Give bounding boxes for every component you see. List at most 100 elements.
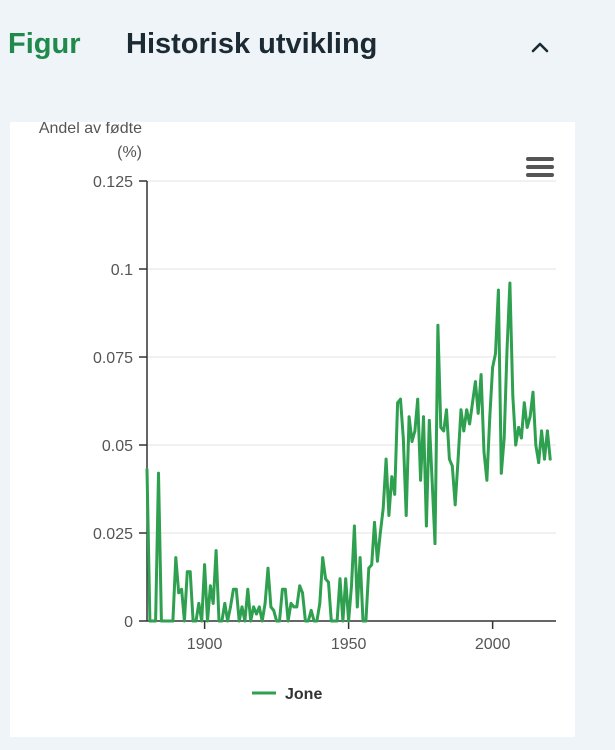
data-point xyxy=(292,605,296,609)
data-point xyxy=(350,584,353,588)
data-point xyxy=(209,584,212,588)
series-points xyxy=(145,281,552,623)
data-point xyxy=(450,464,454,468)
data-point xyxy=(263,602,267,605)
data-point xyxy=(329,619,333,623)
data-point xyxy=(439,426,443,429)
data-point xyxy=(401,436,405,440)
data-point xyxy=(376,559,379,563)
data-point xyxy=(177,591,181,595)
series-line-jone xyxy=(145,281,552,623)
data-point xyxy=(289,602,293,605)
data-point xyxy=(520,436,523,440)
data-point xyxy=(468,422,471,426)
data-point xyxy=(384,457,388,461)
x-tick-label: 1950 xyxy=(331,636,367,653)
data-point xyxy=(160,619,163,623)
chart-axes xyxy=(139,180,556,629)
data-point xyxy=(393,492,397,496)
data-point xyxy=(246,587,250,591)
data-point xyxy=(425,524,428,528)
data-point xyxy=(318,602,322,605)
data-point xyxy=(410,440,414,443)
data-point xyxy=(183,619,186,623)
data-point xyxy=(257,605,261,609)
data-point xyxy=(306,619,310,623)
data-point xyxy=(479,373,483,376)
data-point xyxy=(491,366,494,369)
data-point xyxy=(162,619,166,623)
data-point xyxy=(494,352,497,355)
data-point xyxy=(260,619,264,623)
data-point xyxy=(243,619,247,623)
data-point xyxy=(341,619,345,623)
data-point xyxy=(404,514,408,517)
data-point xyxy=(206,619,209,623)
data-point xyxy=(390,475,394,479)
data-point xyxy=(355,605,359,609)
data-point xyxy=(453,503,457,507)
data-point xyxy=(537,461,541,464)
data-point xyxy=(399,397,402,401)
data-point xyxy=(217,619,221,623)
y-tick-labels: 0 0.025 0.05 0.075 0.1 0.125 xyxy=(93,174,133,631)
y-axis-title-line-2: (%) xyxy=(117,144,142,161)
y-tick-label: 0.025 xyxy=(93,526,133,543)
data-point xyxy=(226,619,230,623)
data-point xyxy=(165,619,169,623)
data-point xyxy=(185,570,189,574)
data-point xyxy=(465,408,469,412)
data-point xyxy=(211,602,215,605)
data-point xyxy=(315,619,319,623)
data-point xyxy=(344,577,348,581)
data-point xyxy=(485,478,489,482)
data-point xyxy=(540,429,543,433)
data-point xyxy=(234,587,238,591)
data-point xyxy=(476,411,480,415)
data-point xyxy=(422,415,425,419)
data-point xyxy=(266,566,270,570)
data-point xyxy=(448,457,451,461)
data-point xyxy=(546,429,549,433)
data-point xyxy=(378,531,382,535)
data-point xyxy=(171,619,175,623)
data-point xyxy=(232,587,235,591)
data-point xyxy=(220,619,224,623)
data-point xyxy=(525,426,529,429)
data-point xyxy=(281,587,284,591)
figure-label: Figur xyxy=(8,28,81,60)
y-tick-label: 0.05 xyxy=(102,438,133,455)
legend-label: Jone xyxy=(285,686,322,703)
data-point xyxy=(514,443,518,447)
data-point xyxy=(301,591,304,595)
legend[interactable]: Jone xyxy=(252,686,322,703)
chart-menu-button[interactable] xyxy=(523,152,557,182)
x-tick-label: 1900 xyxy=(187,636,223,653)
data-point xyxy=(445,408,448,412)
data-point xyxy=(278,619,281,623)
data-point xyxy=(442,429,446,433)
collapse-button[interactable] xyxy=(522,30,558,66)
data-point xyxy=(462,429,466,433)
data-point xyxy=(174,556,178,559)
data-point xyxy=(497,288,500,292)
figure-title: Historisk utvikling xyxy=(126,28,378,60)
hamburger-menu-icon xyxy=(526,157,554,161)
data-point xyxy=(338,577,342,581)
data-point xyxy=(505,348,509,352)
data-point xyxy=(361,619,365,623)
data-point xyxy=(275,619,278,623)
data-point xyxy=(499,471,503,475)
data-point xyxy=(367,566,371,570)
data-point xyxy=(151,619,155,623)
data-point xyxy=(180,587,184,591)
data-point xyxy=(148,619,152,623)
data-point xyxy=(387,514,391,517)
data-point xyxy=(370,563,374,567)
data-point xyxy=(229,605,232,609)
data-point xyxy=(188,570,192,574)
data-point xyxy=(321,556,325,559)
data-point xyxy=(309,609,313,612)
data-point xyxy=(237,619,241,623)
data-point xyxy=(255,612,258,616)
